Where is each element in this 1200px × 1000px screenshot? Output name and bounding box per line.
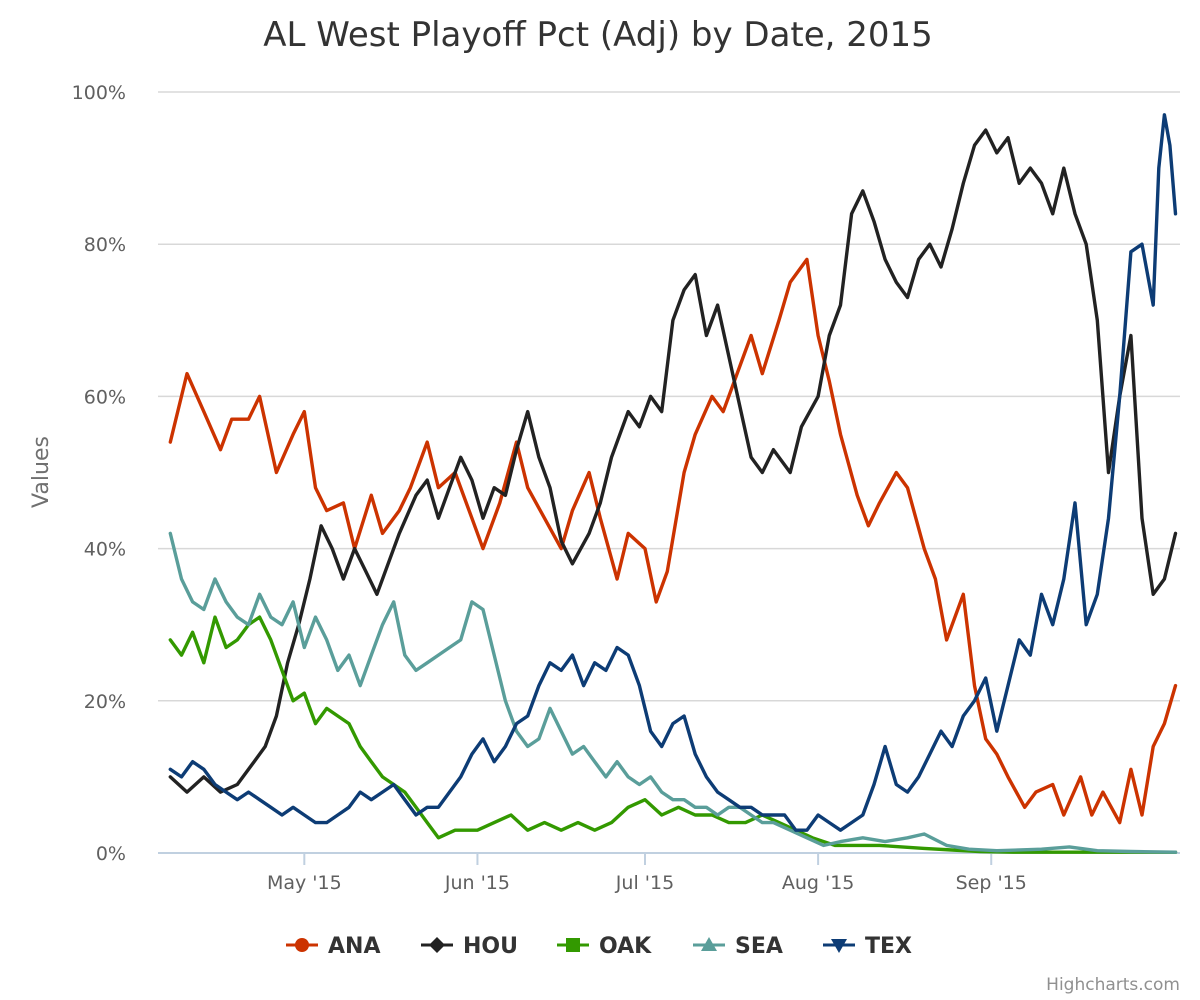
y-tick-label: 20% (84, 691, 126, 713)
y-tick-label: 80% (84, 234, 126, 256)
x-tick-label: May '15 (267, 872, 342, 894)
y-tick-label: 0% (96, 843, 126, 865)
legend-item-tex[interactable]: TEX (823, 934, 912, 959)
legend: ANA HOU OAK SEA TEX (286, 934, 912, 959)
legend-item-hou[interactable]: HOU (421, 934, 518, 959)
series-line-tex[interactable] (168, 113, 1178, 832)
x-tick-label: Aug '15 (782, 872, 855, 894)
x-tick-labels: May '15 Jun '15 Jul '15 Aug '15 Sep '15 (267, 853, 1027, 894)
y-axis-label: Values (29, 436, 54, 508)
legend-marker-triangle (701, 937, 717, 951)
legend-marker-circle (295, 938, 309, 952)
credits[interactable]: Highcharts.com (1046, 975, 1180, 995)
legend-marker-square (566, 938, 580, 952)
chart-title: AL West Playoff Pct (Adj) by Date, 2015 (263, 15, 933, 55)
x-tick-label: Sep '15 (956, 872, 1027, 894)
legend-item-oak[interactable]: OAK (557, 934, 652, 959)
plot-area (168, 113, 1178, 854)
legend-label: SEA (735, 934, 783, 959)
legend-item-sea[interactable]: SEA (693, 934, 783, 959)
series-line-ana[interactable] (168, 257, 1178, 825)
y-tick-labels: 0% 20% 40% 60% 80% 100% (72, 82, 126, 865)
series-line-oak[interactable] (168, 615, 1178, 854)
y-tick-label: 40% (84, 539, 126, 561)
series-line-hou[interactable] (168, 128, 1178, 794)
x-tick-label: Jul '15 (615, 872, 674, 894)
legend-marker-triangle-down (831, 939, 847, 953)
x-tick-label: Jun '15 (444, 872, 510, 894)
legend-label: ANA (328, 934, 380, 959)
grid (158, 91, 1180, 702)
legend-label: HOU (463, 934, 518, 959)
legend-label: OAK (599, 934, 652, 959)
legend-item-ana[interactable]: ANA (286, 934, 380, 959)
legend-marker-diamond (429, 937, 445, 953)
y-tick-label: 100% (72, 82, 126, 104)
legend-label: TEX (865, 934, 912, 959)
y-tick-label: 60% (84, 386, 126, 408)
series-line-sea[interactable] (168, 531, 1178, 854)
